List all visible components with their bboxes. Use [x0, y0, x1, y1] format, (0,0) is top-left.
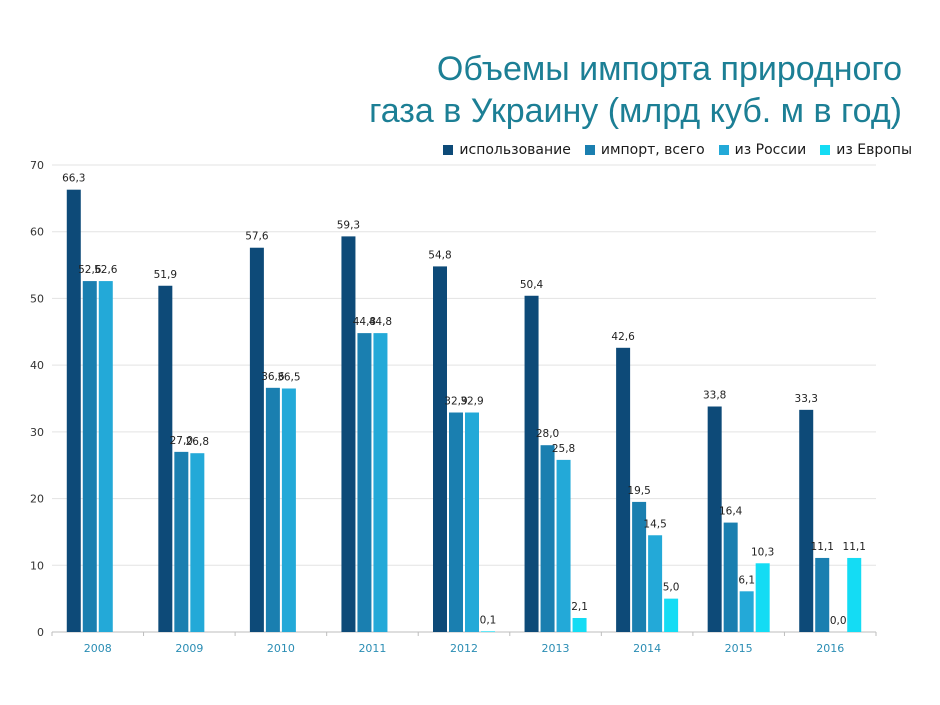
bar	[373, 333, 388, 632]
data-label: 57,6	[245, 231, 269, 243]
bar	[433, 266, 447, 632]
y-tick-label: 30	[30, 426, 44, 439]
x-tick-label: 2009	[175, 642, 203, 655]
bar	[723, 522, 738, 632]
chart-title-line-1: Объемы импорта природного	[436, 50, 902, 88]
data-label: 2,1	[571, 601, 588, 613]
data-label: 28,0	[536, 428, 559, 440]
bar	[847, 557, 862, 632]
x-tick-label: 2014	[633, 642, 661, 655]
data-label: 33,3	[795, 393, 818, 405]
bar	[449, 412, 463, 632]
bar	[98, 281, 113, 632]
data-label: 52,6	[78, 264, 102, 276]
data-label: 27,0	[170, 435, 193, 447]
data-label: 11,1	[811, 541, 834, 553]
legend-item-from-russia: из России	[718, 142, 807, 158]
bar	[739, 591, 754, 632]
data-label: 59,3	[337, 219, 360, 231]
x-tick-label: 2012	[450, 642, 478, 655]
x-tick-label: 2016	[816, 642, 844, 655]
data-label: 33,8	[703, 390, 726, 402]
legend-label: из Европы	[836, 142, 912, 158]
bar	[616, 347, 631, 632]
x-tick-label: 2010	[267, 642, 295, 655]
data-label: 36,5	[277, 371, 300, 383]
legend-label: из России	[734, 142, 807, 158]
bar	[357, 333, 372, 632]
data-label: 0,1	[480, 614, 497, 626]
bar	[648, 535, 663, 632]
y-tick-label: 60	[30, 226, 44, 239]
bar	[755, 563, 770, 632]
y-tick-label: 0	[37, 626, 44, 639]
bar	[66, 189, 81, 633]
bar	[265, 387, 280, 632]
bar	[465, 412, 479, 632]
bar	[556, 459, 571, 632]
data-label: 25,8	[552, 443, 575, 455]
y-tick-label: 50	[30, 292, 44, 305]
data-label: 32,9	[444, 396, 467, 408]
data-label: 36,6	[261, 371, 285, 383]
bar	[249, 247, 264, 632]
bar	[540, 445, 555, 632]
data-label: 66,3	[62, 173, 85, 185]
data-label: 50,4	[520, 279, 544, 291]
legend-item-import-total: импорт, всего	[584, 142, 705, 158]
chart-legend: использование импорт, всего из России из…	[443, 142, 912, 158]
x-tick-label: 2015	[725, 642, 753, 655]
chart-title-line-2: газа в Украину (млрд куб. м в год)	[369, 92, 902, 130]
data-label: 51,9	[154, 269, 177, 281]
bar	[799, 409, 814, 632]
x-tick-label: 2008	[84, 642, 112, 655]
y-tick-label: 10	[30, 559, 44, 572]
y-tick-label: 70	[30, 159, 44, 172]
bar	[481, 631, 495, 632]
legend-swatch	[443, 145, 454, 155]
legend-label: импорт, всего	[600, 142, 705, 158]
data-label: 26,8	[186, 436, 209, 448]
data-label: 16,4	[719, 506, 743, 518]
bar	[82, 281, 97, 632]
data-label: 10,3	[751, 546, 774, 558]
data-label: 14,5	[643, 518, 666, 530]
data-label: 52,6	[94, 264, 118, 276]
x-tick-label: 2013	[542, 642, 570, 655]
x-tick-label: 2011	[358, 642, 386, 655]
bar	[524, 295, 539, 632]
bar	[281, 388, 296, 632]
legend-swatch	[820, 145, 831, 155]
data-label: 19,5	[627, 485, 650, 497]
data-label: 0,0	[830, 615, 847, 627]
legend-swatch	[584, 145, 595, 155]
bar	[341, 236, 356, 633]
data-label: 32,9	[460, 396, 483, 408]
data-label: 44,8	[369, 316, 392, 328]
chart-title: Объемы импорта природного газа в Украину…	[369, 48, 902, 132]
data-label: 42,6	[611, 331, 635, 343]
legend-label: использование	[459, 142, 571, 158]
data-label: 11,1	[843, 541, 866, 553]
legend-swatch	[718, 145, 729, 155]
y-tick-label: 20	[30, 493, 44, 506]
bar	[572, 617, 587, 632]
data-label: 6,1	[738, 574, 755, 586]
legend-item-from-europe: из Европы	[820, 142, 912, 158]
bar	[664, 598, 679, 632]
bar	[190, 453, 205, 632]
bar	[632, 501, 647, 632]
bar	[158, 285, 173, 632]
bar	[174, 451, 189, 632]
y-tick-label: 40	[30, 359, 44, 372]
bar	[707, 406, 722, 632]
data-label: 54,8	[428, 249, 451, 261]
data-label: 44,8	[353, 316, 376, 328]
bar	[815, 557, 830, 632]
data-label: 5,0	[663, 582, 680, 594]
legend-item-usage: использование	[443, 142, 571, 158]
